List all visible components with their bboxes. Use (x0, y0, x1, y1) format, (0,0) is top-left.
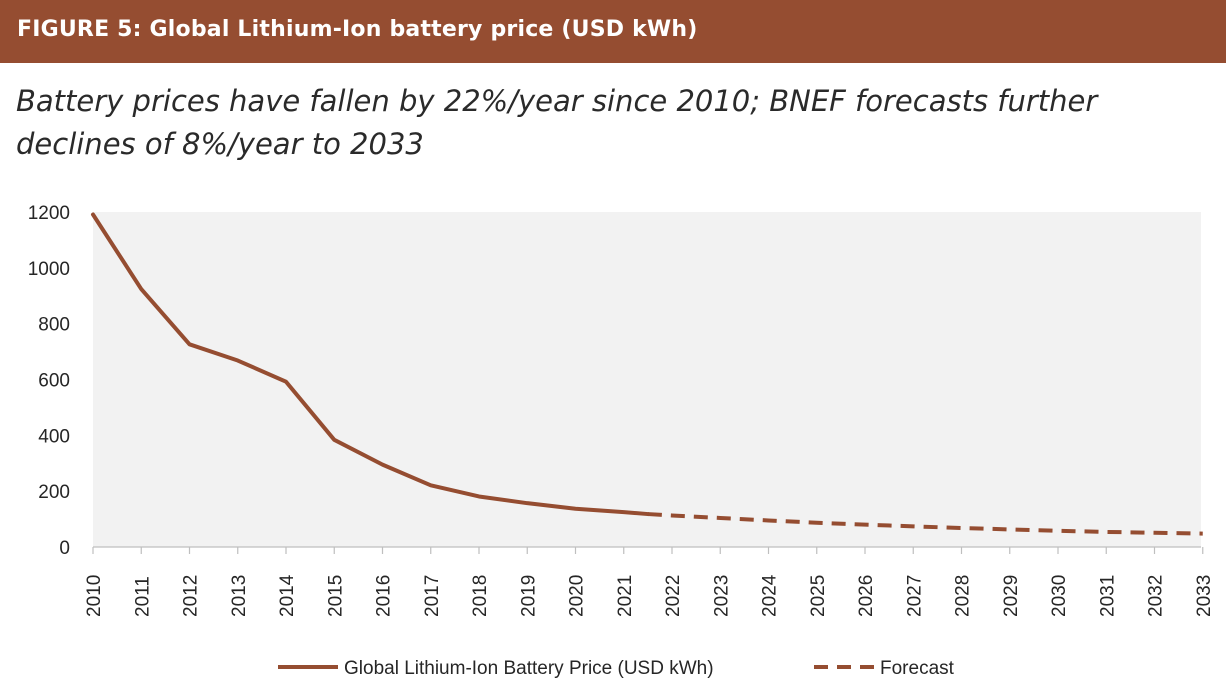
x-tick-label: 2013 (229, 575, 250, 617)
x-tick-label: 2025 (808, 575, 829, 617)
legend-label: Forecast (880, 658, 955, 679)
x-tick-label: 2029 (1001, 575, 1022, 617)
x-tick-label: 2021 (615, 575, 636, 617)
x-tick-label: 2015 (325, 575, 346, 617)
x-tick-label: 2017 (422, 575, 443, 617)
y-tick-label: 400 (38, 426, 70, 447)
x-tick-label: 2014 (277, 574, 298, 617)
x-tick-label: 2027 (904, 575, 925, 617)
x-tick-label: 2028 (953, 575, 974, 617)
y-tick-label: 1200 (28, 203, 70, 224)
x-tick-label: 2033 (1194, 575, 1215, 617)
x-tick-label: 2010 (84, 575, 105, 617)
chart-subtitle: Battery prices have fallen by 22%/year s… (16, 84, 1098, 161)
x-tick-label: 2022 (663, 575, 684, 617)
y-tick-label: 0 (59, 538, 70, 559)
x-tick-label: 2011 (132, 576, 153, 617)
figure-title: FIGURE 5: Global Lithium-Ion battery pri… (17, 17, 698, 42)
x-tick-label: 2016 (374, 575, 395, 617)
plot-area (93, 212, 1201, 547)
x-tick-label: 2020 (567, 575, 588, 617)
x-tick-label: 2024 (760, 574, 781, 617)
x-tick-label: 2026 (856, 575, 877, 617)
x-tick-label: 2018 (470, 575, 491, 617)
y-tick-label: 600 (38, 371, 70, 392)
figure-banner: FIGURE 5: Global Lithium-Ion battery pri… (0, 0, 1226, 63)
y-tick-label: 200 (38, 482, 70, 503)
x-tick-label: 2031 (1097, 575, 1118, 617)
y-tick-label: 1000 (28, 259, 70, 280)
price-series-line (91, 212, 650, 517)
x-tick-label: 2012 (181, 575, 202, 617)
x-tick-label: 2032 (1146, 575, 1167, 617)
forecast-series-line (647, 512, 1203, 536)
x-tick-label: 2023 (711, 575, 732, 617)
legend-label: Global Lithium-Ion Battery Price (USD kW… (344, 658, 714, 679)
y-tick-label: 800 (38, 315, 70, 336)
x-tick-label: 2019 (518, 575, 539, 617)
x-tick-label: 2030 (1049, 575, 1070, 617)
